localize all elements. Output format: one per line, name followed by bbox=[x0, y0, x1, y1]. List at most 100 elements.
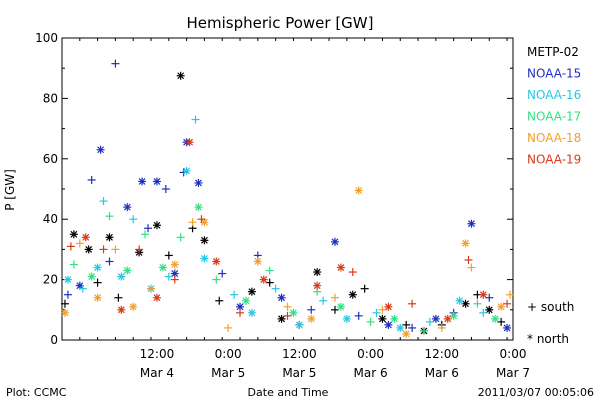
data-point-north bbox=[289, 308, 298, 317]
data-point-south bbox=[497, 317, 506, 326]
data-point-south bbox=[283, 302, 292, 311]
data-point-north bbox=[390, 314, 399, 323]
data-point-north bbox=[313, 268, 322, 277]
series-noaa-18 bbox=[60, 186, 515, 338]
data-point-south bbox=[215, 296, 224, 305]
y-axis-label: P [GW] bbox=[3, 169, 17, 211]
data-point-north bbox=[354, 186, 363, 195]
data-point-south bbox=[372, 308, 381, 317]
data-point-south bbox=[408, 323, 417, 332]
data-point-north bbox=[105, 233, 114, 242]
y-tick-label: 20 bbox=[43, 273, 58, 287]
data-point-south bbox=[75, 239, 84, 248]
legend: METP-02 NOAA-15 NOAA-16 NOAA-17 NOAA-18 NOAA-… bbox=[527, 45, 581, 167]
data-point-north bbox=[336, 263, 345, 272]
data-point-north bbox=[491, 314, 500, 323]
data-point-south bbox=[506, 290, 515, 299]
data-point-north bbox=[259, 275, 268, 284]
data-point-north bbox=[117, 272, 126, 281]
x-tick-date-label: Mar 5 bbox=[282, 366, 316, 380]
data-point-south bbox=[467, 263, 476, 272]
data-point-north bbox=[194, 203, 203, 212]
data-point-south bbox=[485, 293, 494, 302]
data-point-north bbox=[247, 287, 256, 296]
x-tick-date-label: Mar 4 bbox=[140, 366, 174, 380]
data-point-north bbox=[342, 314, 351, 323]
data-point-south bbox=[141, 230, 150, 239]
data-point-south bbox=[105, 212, 114, 221]
legend-entry-noaa-16: NOAA-16 bbox=[527, 88, 581, 102]
data-point-north bbox=[348, 290, 357, 299]
data-point-south bbox=[408, 299, 417, 308]
y-tick-label: 80 bbox=[43, 91, 58, 105]
legend-south: + south bbox=[527, 300, 574, 314]
data-point-south bbox=[164, 251, 173, 260]
data-point-north bbox=[449, 311, 458, 320]
data-point-north bbox=[461, 239, 470, 248]
data-point-south bbox=[319, 296, 328, 305]
y-tick-label: 40 bbox=[43, 212, 58, 226]
data-point-north bbox=[60, 308, 69, 317]
data-point-north bbox=[63, 275, 72, 284]
data-point-south bbox=[378, 305, 387, 314]
data-point-north bbox=[182, 166, 191, 175]
data-point-south bbox=[236, 308, 245, 317]
chart-title: Hemispheric Power [GW] bbox=[187, 14, 374, 32]
data-point-north bbox=[152, 177, 161, 186]
data-point-south bbox=[78, 284, 87, 293]
data-point-north bbox=[138, 177, 147, 186]
data-markers bbox=[60, 59, 515, 338]
x-tick-time-label: 12:00 bbox=[424, 347, 459, 361]
y-tick-label: 100 bbox=[35, 31, 58, 45]
data-point-north bbox=[313, 281, 322, 290]
legend-entry-metp-02: METP-02 bbox=[527, 45, 579, 59]
data-point-north bbox=[384, 302, 393, 311]
data-point-south bbox=[212, 275, 221, 284]
data-point-south bbox=[218, 269, 227, 278]
data-point-south bbox=[330, 293, 339, 302]
data-point-north bbox=[497, 302, 506, 311]
data-point-north bbox=[87, 272, 96, 281]
data-point-north bbox=[96, 145, 105, 154]
data-point-south bbox=[197, 215, 206, 224]
data-point-north bbox=[170, 260, 179, 269]
data-point-north bbox=[378, 314, 387, 323]
data-point-north bbox=[247, 308, 256, 317]
data-point-north bbox=[200, 254, 209, 263]
x-tick-time-label: 12:00 bbox=[282, 347, 317, 361]
legend-north: * north bbox=[527, 332, 569, 346]
data-point-south bbox=[307, 305, 316, 314]
data-point-north bbox=[212, 257, 221, 266]
data-point-south bbox=[114, 293, 123, 302]
plot-border bbox=[61, 37, 514, 341]
data-point-north bbox=[93, 293, 102, 302]
legend-entry-noaa-15: NOAA-15 bbox=[527, 67, 581, 81]
data-point-south bbox=[479, 308, 488, 317]
data-point-north bbox=[485, 305, 494, 314]
data-point-south bbox=[99, 197, 108, 206]
data-point-north bbox=[152, 221, 161, 230]
x-tick-time-label: 12:00 bbox=[140, 347, 175, 361]
x-tick-date-label: Mar 6 bbox=[425, 366, 459, 380]
data-point-south bbox=[63, 290, 72, 299]
data-point-north bbox=[336, 302, 345, 311]
data-point-north bbox=[69, 230, 78, 239]
data-point-south bbox=[164, 272, 173, 281]
data-point-north bbox=[81, 233, 90, 242]
data-point-north bbox=[384, 320, 393, 329]
y-tick-label: 0 bbox=[50, 333, 58, 347]
data-point-south bbox=[144, 224, 153, 233]
data-point-north bbox=[253, 257, 262, 266]
data-point-south bbox=[99, 245, 108, 254]
data-point-north bbox=[402, 329, 411, 338]
footer-x-label: Date and Time bbox=[248, 386, 329, 399]
data-point-south bbox=[93, 278, 102, 287]
series-noaa-15 bbox=[63, 59, 512, 332]
data-point-south bbox=[224, 323, 233, 332]
data-point-north bbox=[455, 296, 464, 305]
series-noaa-19 bbox=[66, 138, 512, 323]
data-point-south bbox=[69, 260, 78, 269]
x-tick-date-label: Mar 6 bbox=[354, 366, 388, 380]
data-point-north bbox=[176, 71, 185, 80]
data-point-south bbox=[265, 266, 274, 275]
